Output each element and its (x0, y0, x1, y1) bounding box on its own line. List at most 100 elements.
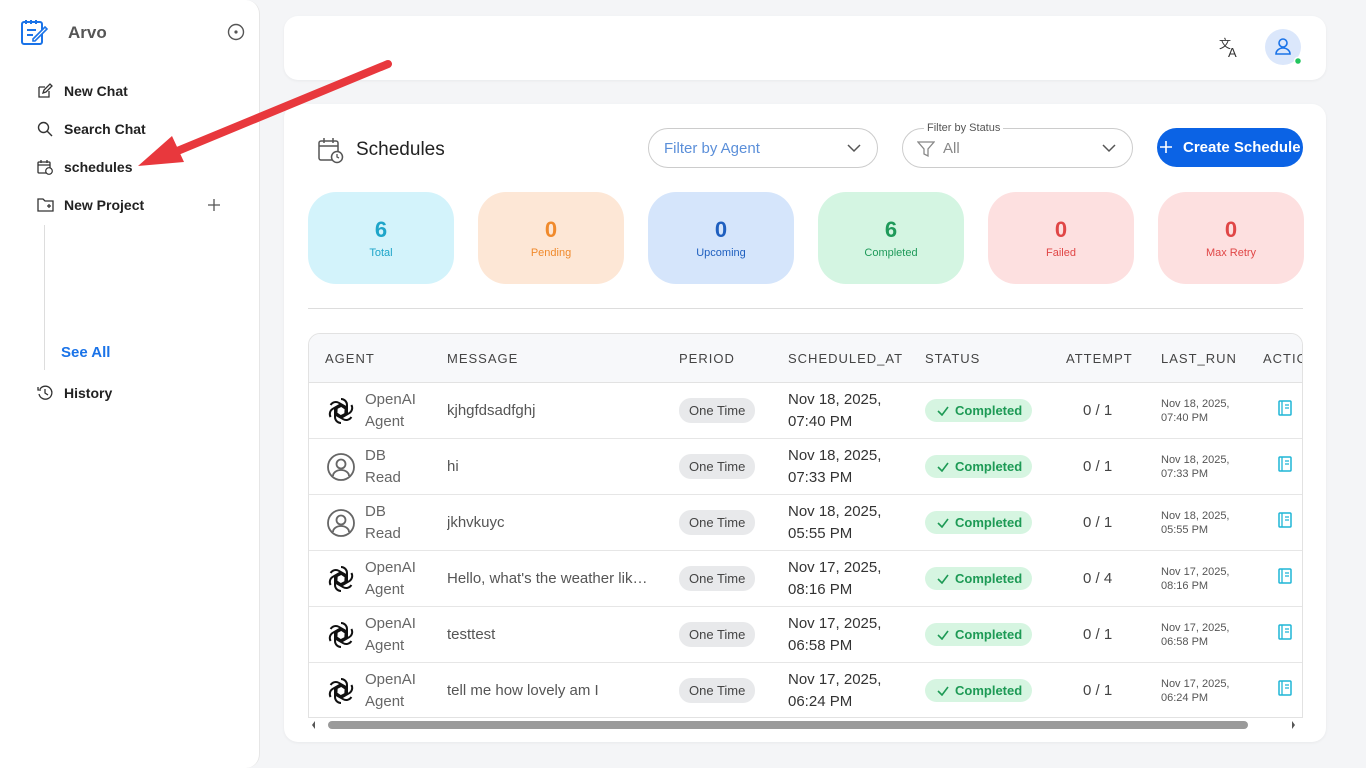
stat-value: 0 (1054, 217, 1068, 242)
translate-icon[interactable]: 文A (1218, 37, 1242, 59)
stat-value: 0 (1224, 217, 1238, 242)
view-action[interactable] (1277, 399, 1293, 417)
stat-label: Total (369, 247, 393, 259)
scrollbar[interactable] (312, 718, 1299, 732)
agent-name: OpenAI Agent (365, 558, 416, 598)
nav-item[interactable]: New Project (64, 197, 145, 213)
create-button[interactable]: Create Schedule (1157, 128, 1303, 167)
status-pill: Completed (925, 455, 1033, 478)
column-header: SCHEDULED_AT (788, 350, 904, 366)
check-icon (937, 406, 949, 416)
attempt: 0 / 1 (1083, 626, 1113, 643)
view-action[interactable] (1277, 567, 1293, 585)
stat-card: 6 Completed (818, 192, 964, 284)
calendar-icon (37, 160, 53, 175)
placeholder: Filter by Agent (664, 140, 760, 157)
action-cell[interactable] (1263, 399, 1302, 422)
svg-text:文: 文 (1219, 37, 1231, 51)
agent-name: OpenAI Agent (365, 614, 416, 654)
column-header: LAST_RUN (1161, 350, 1237, 366)
stat-value: 6 (374, 217, 388, 242)
period-pill: One Time (679, 566, 756, 591)
status-cell: Completed (925, 455, 1066, 478)
stat-value: 6 (884, 217, 898, 242)
nav-item[interactable]: schedules (64, 159, 133, 175)
period-pill: One Time (679, 510, 756, 535)
view-action[interactable] (1277, 511, 1293, 529)
agent-cell: OpenAI Agent (325, 557, 447, 601)
sidebar: Arvo New Chat Search Chat schedules New … (0, 0, 260, 768)
table-row: OpenAI Agent kjhgfdsadfghj One Time Nov 18,… (309, 383, 1302, 439)
period-pill: One Time (679, 678, 756, 703)
column-header: PERIOD (679, 350, 735, 366)
action-cell[interactable] (1263, 679, 1302, 702)
openai-icon (328, 621, 354, 648)
nav-item[interactable]: Search Chat (64, 121, 146, 137)
attempt: 0 / 4 (1083, 570, 1113, 587)
status-filter[interactable]: All (902, 128, 1133, 168)
status-cell: Completed (925, 511, 1066, 534)
action-cell[interactable] (1263, 511, 1302, 534)
period-cell: One Time (679, 566, 788, 591)
last-run: Nov 18, 2025, 07:33 PM (1161, 453, 1230, 480)
agent-filter[interactable]: Filter by Agent (648, 128, 878, 168)
view-action[interactable] (1277, 455, 1293, 473)
toggle-icon[interactable] (227, 23, 245, 41)
action-cell[interactable] (1263, 455, 1302, 478)
openai-icon (328, 565, 354, 592)
view-action[interactable] (1277, 679, 1293, 697)
status-pill: Completed (925, 399, 1033, 422)
attempt: 0 / 1 (1083, 402, 1113, 419)
period-cell: One Time (679, 678, 788, 703)
logo (21, 20, 49, 45)
see-all-link[interactable]: See All (61, 344, 111, 361)
column-header: AGENT (325, 350, 375, 366)
status-value: All (943, 140, 960, 157)
action-cell[interactable] (1263, 623, 1302, 646)
status-text: Completed (955, 459, 1023, 474)
attempt: 0 / 1 (1083, 514, 1113, 531)
attempt: 0 / 1 (1083, 682, 1113, 699)
tree-line (44, 225, 45, 370)
check-icon (937, 686, 949, 696)
status-text: Completed (955, 515, 1023, 530)
check-icon (937, 574, 949, 584)
schedule-table: AGENT MESSAGE PERIOD SCHEDULED_AT STATUS ATTE… (308, 333, 1303, 718)
status-pill: Completed (925, 511, 1033, 534)
last-run: Nov 17, 2025, 06:58 PM (1161, 621, 1230, 648)
add-project[interactable] (207, 198, 221, 212)
table-header: AGENT MESSAGE PERIOD SCHEDULED_AT STATUS ATTE… (309, 334, 1302, 383)
last-run: Nov 17, 2025, 06:24 PM (1161, 677, 1230, 704)
nav-item[interactable]: New Chat (64, 83, 128, 99)
status-pill: Completed (925, 679, 1033, 702)
stat-card: 0 Failed (988, 192, 1134, 284)
last-run: Nov 18, 2025, 05:55 PM (1161, 509, 1230, 536)
scheduled-at: Nov 17, 2025, 06:24 PM (788, 670, 882, 710)
scheduled-at: Nov 17, 2025, 08:16 PM (788, 558, 882, 598)
status-cell: Completed (925, 399, 1066, 422)
agent-name: OpenAI Agent (365, 670, 416, 710)
period-cell: One Time (679, 454, 788, 479)
user-icon (327, 452, 355, 481)
column-header: ATTEMPT (1066, 350, 1133, 366)
scheduled-at: Nov 18, 2025, 05:55 PM (788, 502, 882, 542)
scheduled-at: Nov 17, 2025, 06:58 PM (788, 614, 882, 654)
search-icon (37, 121, 53, 137)
agent-cell: DB Read (325, 501, 447, 545)
folder-icon (37, 198, 54, 212)
status-text: Completed (955, 627, 1023, 642)
avatar[interactable] (1264, 28, 1304, 68)
action-cell[interactable] (1263, 567, 1302, 590)
agent-name: DB Read (365, 446, 401, 486)
chevron (847, 144, 861, 153)
status-cell: Completed (925, 623, 1066, 646)
nav-item[interactable]: History (64, 385, 113, 401)
status-text: Completed (955, 683, 1023, 698)
column-header: ACTIONS (1263, 350, 1302, 366)
period-cell: One Time (679, 622, 788, 647)
view-action[interactable] (1277, 623, 1293, 641)
message: jkhvkuyc (447, 514, 505, 531)
stat-label: Pending (530, 247, 572, 259)
status-pill: Completed (925, 567, 1033, 590)
table-row: OpenAI Agent Hello, what's the weather li… (309, 551, 1302, 607)
